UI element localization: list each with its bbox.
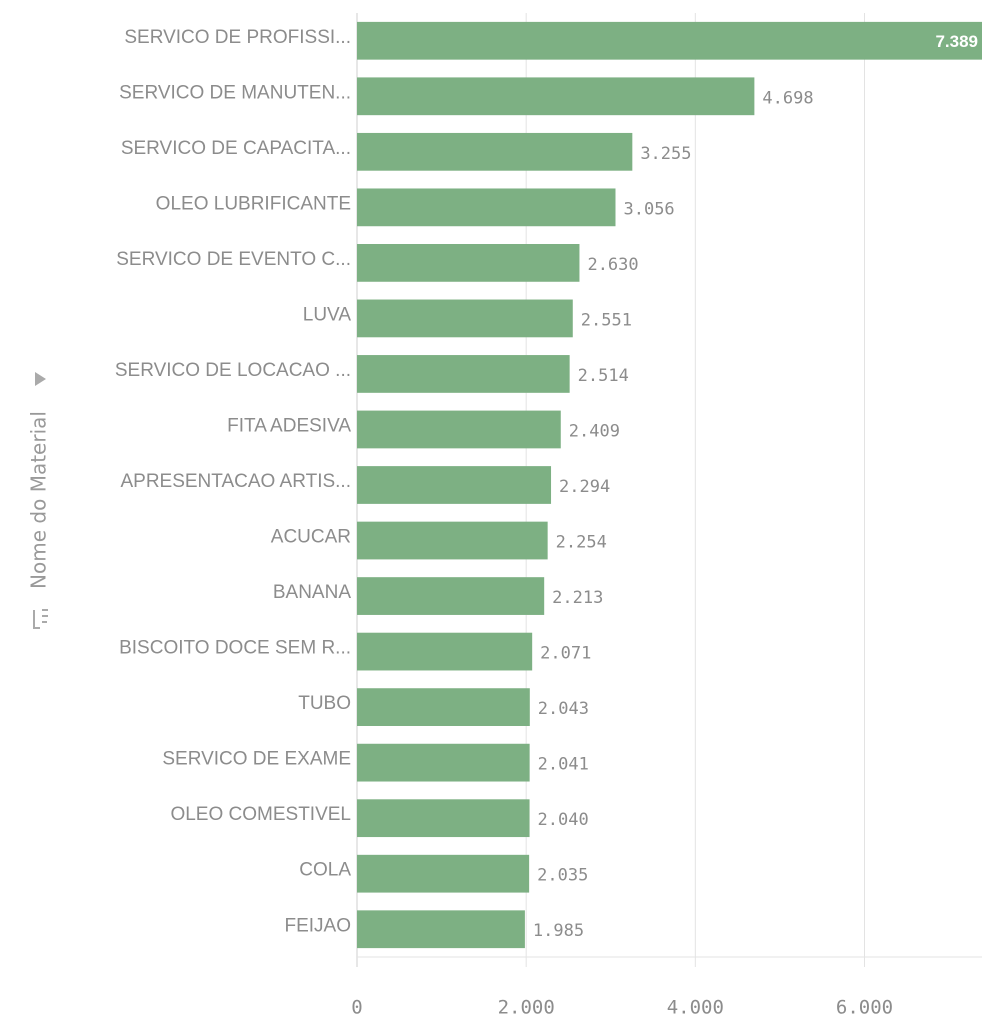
x-tick-label: 0 [351,997,362,1018]
category-label: FEIJAO [284,915,351,936]
category-label: ACUCAR [271,527,351,548]
category-label: SERVICO DE PROFISSI... [124,27,351,48]
category-label: SERVICO DE EVENTO C... [116,249,351,270]
bar [357,799,530,838]
value-label: 2.551 [581,310,632,330]
bar [357,244,580,282]
category-label: BISCOITO DOCE SEM R... [119,638,351,659]
x-tick-label: 2.000 [498,997,555,1018]
bar [357,132,633,171]
value-label: 2.041 [538,755,589,775]
category-label: LUVA [303,304,352,325]
value-label: 2.630 [587,255,638,275]
bar [357,632,533,671]
value-label: 1.985 [533,921,584,941]
value-label: 2.254 [556,533,607,553]
bar [357,577,545,615]
expand-icon[interactable] [35,372,46,386]
bar [357,299,573,338]
value-label: 3.056 [623,199,674,219]
value-label: 2.409 [569,421,620,441]
category-label: OLEO COMESTIVEL [170,804,351,825]
bar [357,410,561,449]
category-label: SERVICO DE LOCACAO ... [115,360,351,381]
bar [357,521,548,560]
sort-icon[interactable] [33,609,48,629]
bar [357,21,982,60]
value-label: 4.698 [762,88,813,108]
bar [357,688,530,726]
category-label: SERVICO DE MANUTEN... [119,82,351,103]
category-label: FITA ADESIVA [227,415,351,436]
value-label: 3.255 [640,144,691,164]
bar [357,854,530,893]
value-label: 2.071 [540,644,591,664]
bar [357,77,755,116]
value-label: 2.213 [552,588,603,608]
bar [357,466,552,504]
value-label: 2.035 [537,866,588,886]
category-label: SERVICO DE EXAME [162,749,351,770]
axis-title: Nome do Material [27,411,51,589]
category-label: OLEO LUBRIFICANTE [156,193,351,214]
bar [357,743,530,782]
value-label: 2.294 [559,477,610,497]
value-label: 2.040 [538,810,589,830]
category-label: APRESENTACAO ARTIS... [120,471,351,492]
category-label: COLA [299,860,351,881]
x-tick-label: 6.000 [836,997,893,1018]
bar [357,355,570,393]
category-label: TUBO [298,693,351,714]
category-label: SERVICO DE CAPACITA... [121,138,351,159]
x-tick-label: 4.000 [667,997,724,1018]
category-label: BANANA [273,582,351,603]
value-label: 2.043 [538,699,589,719]
bar [357,910,525,949]
bar [357,188,616,227]
value-label: 7.389 [935,32,978,51]
value-label: 2.514 [578,366,629,386]
